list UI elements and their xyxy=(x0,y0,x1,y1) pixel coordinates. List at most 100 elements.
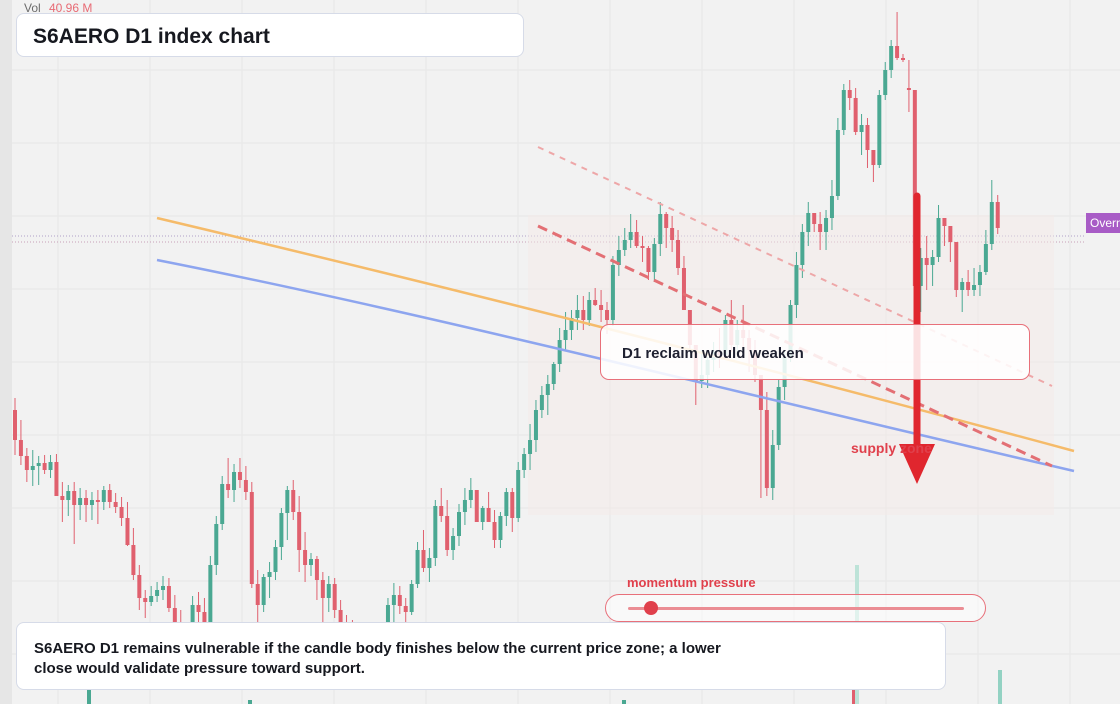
candle-body xyxy=(326,584,331,598)
candle-body xyxy=(385,605,390,630)
candle-body xyxy=(113,502,118,507)
candle-body xyxy=(202,612,207,624)
candle-body xyxy=(634,232,639,246)
candle-body xyxy=(587,300,592,320)
candle-body xyxy=(457,512,461,536)
candle-body xyxy=(593,300,598,305)
candle-body xyxy=(664,214,669,228)
supply-zone-label: supply zone xyxy=(851,440,932,456)
candle-body xyxy=(895,46,900,58)
candle-body xyxy=(433,506,438,558)
momentum-thumb[interactable] xyxy=(644,601,658,615)
candle-body xyxy=(273,547,278,572)
candle-body xyxy=(551,364,556,384)
volume-value: 40.96 M xyxy=(49,1,93,15)
momentum-slider[interactable] xyxy=(605,594,986,622)
candle-body xyxy=(652,244,657,272)
candle-body xyxy=(539,395,544,410)
reclaim-callout: D1 reclaim would weaken xyxy=(600,324,1030,380)
candle-body xyxy=(409,584,414,612)
candle-body xyxy=(285,490,290,513)
candle-body xyxy=(841,90,846,130)
candle-body xyxy=(314,559,319,580)
candle-body xyxy=(492,522,497,540)
candle-body xyxy=(575,310,580,318)
candle-body xyxy=(303,550,308,565)
candle-body xyxy=(646,248,651,272)
candle-body xyxy=(391,595,396,605)
volume-bar xyxy=(998,670,1002,704)
candle-body xyxy=(912,90,917,286)
candle-body xyxy=(758,375,763,410)
chart-title: S6AERO D1 index chart xyxy=(33,25,270,48)
candle-body xyxy=(54,462,59,496)
momentum-track xyxy=(628,607,964,610)
candle-body xyxy=(232,472,237,490)
candle-body xyxy=(610,265,615,320)
candle-body xyxy=(670,228,675,240)
candle-body xyxy=(776,387,781,445)
candle-body xyxy=(504,492,509,516)
candle-body xyxy=(859,125,864,132)
candle-body xyxy=(948,226,953,242)
candle-body xyxy=(563,330,568,340)
candle-body xyxy=(155,590,160,596)
price-axis-strip xyxy=(0,0,12,704)
callout-text: D1 reclaim would weaken xyxy=(622,345,804,362)
candle-body xyxy=(226,484,231,490)
candle-body xyxy=(995,202,1000,228)
candle-body xyxy=(989,202,994,244)
candle-body xyxy=(486,508,491,522)
bearish-arrow xyxy=(899,192,935,484)
candle-body xyxy=(516,470,521,518)
candle-body xyxy=(397,595,402,606)
candle-body xyxy=(137,575,142,598)
candle-body xyxy=(528,440,533,454)
candle-body xyxy=(936,218,941,257)
candle-body xyxy=(279,513,284,547)
candle-body xyxy=(847,90,852,98)
candle-body xyxy=(451,536,456,550)
candle-body xyxy=(972,285,977,290)
analysis-caption: S6AERO D1 remains vulnerable if the cand… xyxy=(16,622,946,690)
candle-body xyxy=(421,550,426,568)
candle-body xyxy=(30,466,35,470)
candle-body xyxy=(95,500,100,502)
candle-body xyxy=(658,214,663,244)
candle-body xyxy=(764,410,769,488)
candle-body xyxy=(403,606,408,612)
candle-body xyxy=(865,125,870,150)
candle-body xyxy=(557,340,562,364)
candle-body xyxy=(107,490,112,502)
candle-body xyxy=(36,463,41,466)
candle-body xyxy=(906,88,911,90)
caption-text: S6AERO D1 remains vulnerable if the cand… xyxy=(34,640,721,677)
candle-body xyxy=(510,492,515,518)
candle-body xyxy=(24,456,29,470)
candle-body xyxy=(261,577,266,605)
candle-body xyxy=(42,463,47,470)
candle-body xyxy=(196,605,201,612)
candle-body xyxy=(545,384,550,395)
candle-body xyxy=(297,512,302,550)
momentum-label: momentum pressure xyxy=(627,575,756,590)
resistance-trendline xyxy=(537,224,1053,468)
candle-body xyxy=(131,545,136,575)
candle-body xyxy=(60,496,65,500)
candle-body xyxy=(966,282,971,290)
candle-body xyxy=(48,462,53,470)
chart-title-box: S6AERO D1 index chart xyxy=(16,13,524,57)
candle-body xyxy=(622,240,627,250)
candle-body xyxy=(569,318,574,330)
candle-body xyxy=(806,213,811,232)
candle-body xyxy=(770,445,775,488)
candle-body xyxy=(853,98,858,132)
candle-body xyxy=(220,484,225,524)
candle-body xyxy=(889,46,894,70)
candle-body xyxy=(954,242,959,290)
volume-bar xyxy=(622,700,626,704)
candle-body xyxy=(800,232,805,265)
candle-body xyxy=(628,232,633,240)
candle-body xyxy=(983,244,988,272)
candle-body xyxy=(208,565,213,624)
